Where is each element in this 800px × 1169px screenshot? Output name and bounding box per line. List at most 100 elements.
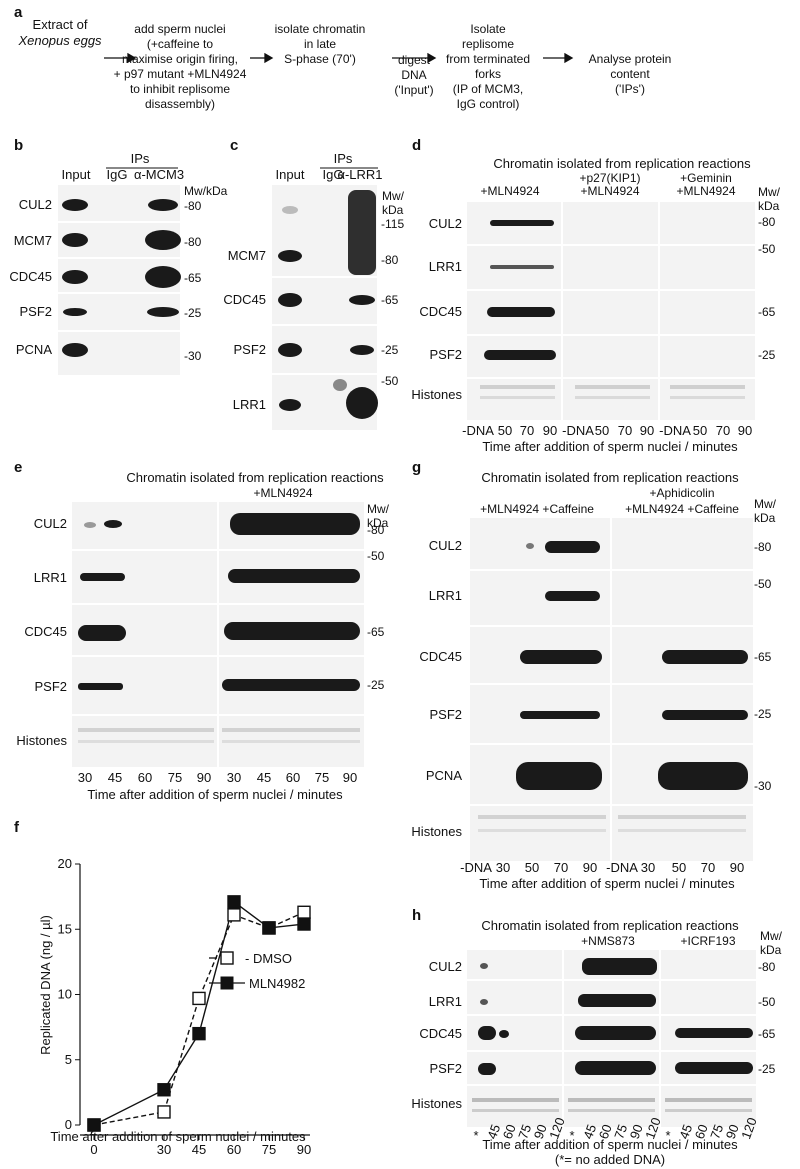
mw-marker: -65 (184, 271, 202, 285)
mw-marker: -65 (381, 293, 399, 307)
mw-marker: -25 (367, 678, 385, 692)
mw-marker: -25 (758, 348, 776, 362)
band (148, 199, 178, 211)
blot-e-lane-labels: 30 45 60 75 90 30 45 60 75 90 (78, 770, 357, 785)
band (582, 958, 657, 975)
lane-label: 90 (197, 770, 211, 785)
band (575, 1026, 656, 1040)
band (520, 650, 602, 664)
band (478, 1063, 496, 1075)
y-tick-label: 10 (58, 987, 72, 1002)
band (62, 233, 88, 247)
step-3-line-2: in late (304, 37, 336, 51)
lane-label: 75 (707, 1122, 726, 1141)
band-histone (670, 385, 745, 389)
blot-g-bands (478, 541, 748, 832)
band-smear (348, 190, 376, 275)
band-histone (665, 1098, 752, 1102)
blot-title: Chromatin isolated from replication reac… (481, 470, 739, 485)
mw-marker: -50 (758, 995, 776, 1009)
lane-label: 70 (701, 860, 715, 875)
lane-label: 50 (693, 423, 707, 438)
band (350, 345, 374, 355)
step-2-line-1: add sperm nuclei (134, 22, 225, 36)
mw-header-1: Mw/ (758, 185, 781, 199)
y-tick-label: 15 (58, 921, 72, 936)
lane-label: 45 (108, 770, 122, 785)
row-label-cul2: CUL2 (429, 216, 462, 231)
panel-h: h Chromatin isolated from replication re… (411, 907, 782, 1167)
band (520, 711, 600, 719)
step-3-line-3: S-phase (70') (284, 52, 356, 66)
row-label-psf2: PSF2 (34, 679, 67, 694)
band (80, 573, 125, 581)
mw-marker: -50 (381, 374, 399, 388)
mw-header-1: Mw/ (367, 502, 390, 516)
row-label-histones: Histones (411, 824, 462, 839)
band (228, 569, 360, 583)
band-histone (480, 385, 555, 389)
band (516, 762, 602, 790)
blot-c-mw-markers: -115 -80 -65 -25 -50 (381, 217, 404, 388)
row-label-psf2: PSF2 (233, 342, 266, 357)
lane-label: 50 (595, 423, 609, 438)
band-histone (78, 740, 214, 743)
legend-marker-dmso (220, 951, 234, 965)
step-5-line-3: from terminated (446, 52, 530, 66)
ips-header: IPs (334, 151, 353, 166)
step-1-line-2: Xenopus eggs (17, 33, 102, 48)
lane-label: 75 (168, 770, 182, 785)
panel-label-b: b (14, 137, 23, 154)
data-point-dmso (157, 1105, 171, 1119)
lane-label: 30 (78, 770, 92, 785)
row-label-cdc45: CDC45 (9, 269, 52, 284)
step-6-line-3: ('IPs') (615, 82, 645, 96)
group-label: +MLN4924 +Caffeine (480, 502, 594, 516)
band (230, 513, 360, 535)
panel-label-g: g (412, 459, 421, 476)
y-axis-label: Replicated DNA (ng / µl) (38, 915, 53, 1055)
step-3-line-1: isolate chromatin (275, 22, 366, 36)
mw-marker: -50 (754, 577, 772, 591)
step-1-line-1: Extract of (33, 17, 88, 32)
group-label: +MLN4924 (480, 184, 539, 198)
mw-marker: -65 (367, 625, 385, 639)
lane-label-igg: IgG (107, 167, 128, 182)
mw-marker: -30 (754, 779, 772, 793)
band (484, 350, 556, 360)
data-point-mln4982 (262, 921, 276, 935)
series-line-dmso (93, 911, 305, 1126)
blot-d-mw-markers: -80 -50 -65 -25 (758, 215, 776, 362)
band-histone (575, 396, 650, 399)
blot-title: Chromatin isolated from replication reac… (493, 156, 751, 171)
blot-title: Chromatin isolated from replication reac… (126, 470, 384, 485)
band (279, 399, 301, 411)
mw-marker: -25 (381, 343, 399, 357)
x-tick-label: 0 (90, 1142, 97, 1157)
band-histone (665, 1109, 752, 1112)
workflow-step-4: digest DNA ('Input') (394, 53, 433, 97)
lane-label-igg: IgG (323, 167, 344, 182)
lane-label-input: Input (62, 167, 91, 182)
lane-label: 60 (692, 1122, 711, 1141)
mw-header-2: kDa (758, 199, 780, 213)
step-2-line-4: + p97 mutant +MLN4924 (114, 67, 247, 81)
band (490, 220, 554, 226)
mw-header: Mw/kDa (184, 184, 228, 198)
axis-label: Time after addition of sperm nuclei / mi… (482, 1137, 738, 1152)
lane-label: 30 (496, 860, 510, 875)
mw-header-2: kDa (754, 511, 776, 525)
mw-marker: -25 (754, 707, 772, 721)
arrow-4-head (564, 52, 574, 64)
x-tick-label: 45 (192, 1142, 206, 1157)
lane-label: 75 (315, 770, 329, 785)
lane-label: 30 (641, 860, 655, 875)
data-point-dmso (297, 905, 311, 919)
arrow-3-head (427, 52, 437, 64)
blot-h-row-labels: CUL2 LRR1 CDC45 PSF2 Histones (411, 959, 462, 1111)
mw-header-1: Mw/ (382, 189, 405, 203)
chart-series (87, 895, 311, 1132)
mw-marker: -80 (758, 960, 776, 974)
lane-label: 70 (554, 860, 568, 875)
lane-label: -DNA (659, 423, 691, 438)
